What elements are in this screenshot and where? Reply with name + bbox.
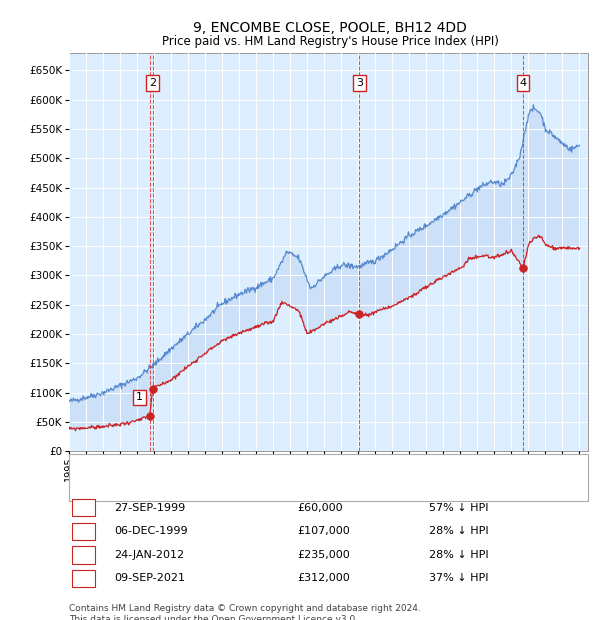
Text: 09-SEP-2021: 09-SEP-2021 (114, 574, 185, 583)
Text: Contains HM Land Registry data © Crown copyright and database right 2024.
This d: Contains HM Land Registry data © Crown c… (69, 604, 421, 620)
Text: 06-DEC-1999: 06-DEC-1999 (114, 526, 188, 536)
Text: £235,000: £235,000 (297, 550, 350, 560)
Text: 4: 4 (80, 574, 87, 583)
Text: 1: 1 (136, 392, 143, 402)
Text: 4: 4 (520, 78, 527, 88)
Text: 1: 1 (80, 503, 87, 513)
Text: 3: 3 (80, 550, 87, 560)
Text: 37% ↓ HPI: 37% ↓ HPI (429, 574, 488, 583)
Text: HPI: Average price, detached house, Bournemouth Christchurch and Poole: HPI: Average price, detached house, Bour… (114, 484, 485, 494)
Text: 28% ↓ HPI: 28% ↓ HPI (429, 550, 488, 560)
Text: 28% ↓ HPI: 28% ↓ HPI (429, 526, 488, 536)
Text: £60,000: £60,000 (297, 503, 343, 513)
Text: 9, ENCOMBE CLOSE, POOLE, BH12 4DD (detached house): 9, ENCOMBE CLOSE, POOLE, BH12 4DD (detac… (114, 464, 401, 474)
Text: 24-JAN-2012: 24-JAN-2012 (114, 550, 184, 560)
Text: 3: 3 (356, 78, 363, 88)
Text: £312,000: £312,000 (297, 574, 350, 583)
Text: 2: 2 (80, 526, 87, 536)
Text: 9, ENCOMBE CLOSE, POOLE, BH12 4DD: 9, ENCOMBE CLOSE, POOLE, BH12 4DD (193, 21, 467, 35)
Text: 27-SEP-1999: 27-SEP-1999 (114, 503, 185, 513)
Text: £107,000: £107,000 (297, 526, 350, 536)
Text: ———: ——— (81, 462, 104, 475)
Text: ———: ——— (81, 482, 104, 495)
Text: 57% ↓ HPI: 57% ↓ HPI (429, 503, 488, 513)
Text: Price paid vs. HM Land Registry's House Price Index (HPI): Price paid vs. HM Land Registry's House … (161, 35, 499, 48)
Text: 2: 2 (149, 78, 156, 88)
